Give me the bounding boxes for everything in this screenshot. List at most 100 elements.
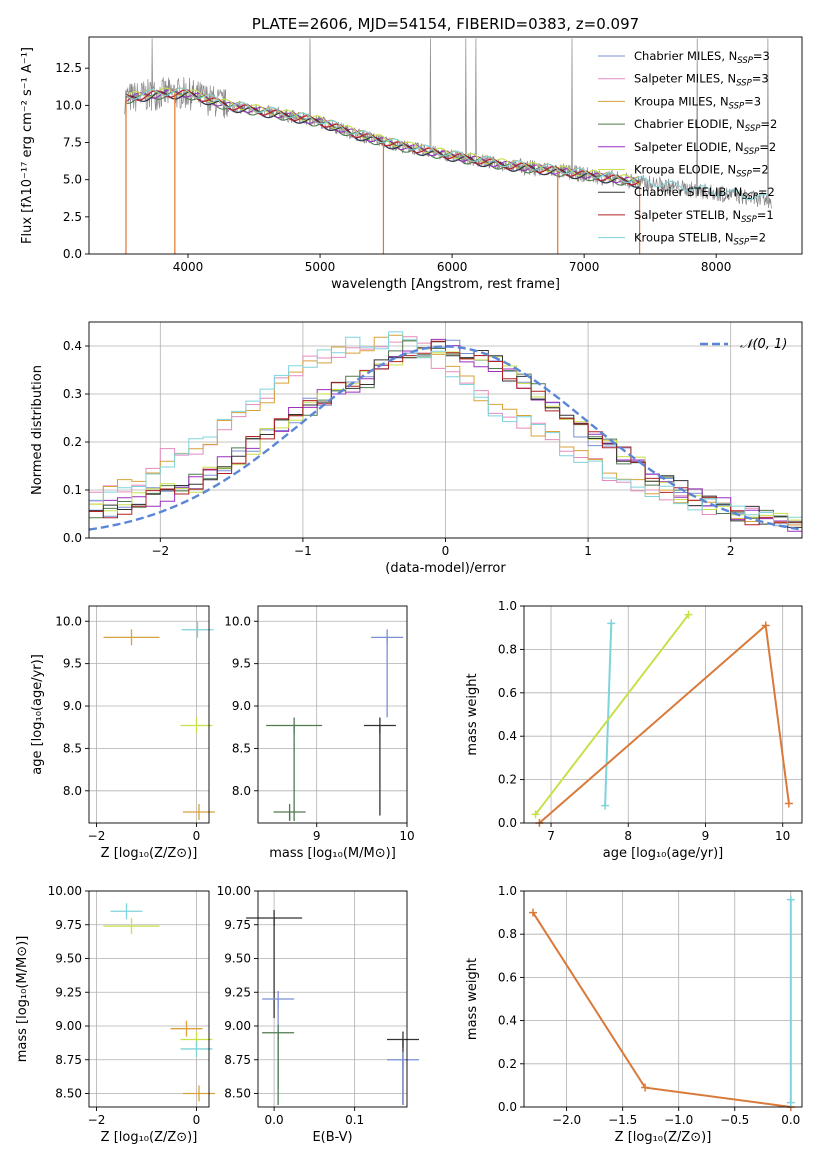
- x-tick-label: 0.0: [781, 1113, 800, 1127]
- y-tick-label: 10.0: [55, 98, 82, 112]
- y-tick-label: 10.00: [217, 884, 251, 898]
- weight-marker-1-1: [684, 610, 693, 619]
- chart-title: PLATE=2606, MJD=54154, FIBERID=0383, z=0…: [252, 15, 639, 33]
- y-tick-label: 9.25: [224, 985, 251, 999]
- y-tick-label: 0.6: [498, 970, 517, 984]
- axes-frame: [523, 605, 803, 824]
- y-tick-label: 8.50: [55, 1087, 82, 1101]
- weight-line-0: [532, 912, 791, 1108]
- x-axis-label: wavelength [Angstrom, rest frame]: [331, 277, 560, 292]
- y-tick-label: 12.5: [55, 61, 82, 75]
- legend-entry-0: Chabrier MILES, NSSP=3: [634, 49, 770, 66]
- legend-entry-7: Salpeter STELIB, NSSP=1: [634, 208, 774, 225]
- weight-marker-1-1: [786, 895, 795, 904]
- legend-entry-4: Salpeter ELODIE, NSSP=2: [634, 140, 776, 157]
- y-tick-label: 0.8: [498, 927, 517, 941]
- x-tick-label: 0.0: [265, 1113, 284, 1127]
- y-axis-label: Normed distribution: [30, 365, 45, 495]
- y-tick-label: 0.4: [498, 1014, 517, 1028]
- x-tick-label: 9: [313, 829, 321, 843]
- axes-frame: [257, 605, 408, 824]
- y-tick-label: 10.0: [224, 614, 251, 628]
- y-tick-label: 9.50: [224, 952, 251, 966]
- y-tick-label: 0.1: [63, 483, 82, 497]
- legend-entry-3: Chabrier ELODIE, NSSP=2: [634, 117, 777, 134]
- axes-frame: [523, 890, 803, 1108]
- y-tick-label: 0.4: [63, 339, 82, 353]
- x-tick-label: 0: [193, 829, 201, 843]
- x-tick-label: 8000: [701, 260, 732, 274]
- y-tick-label: 9.5: [63, 657, 82, 671]
- x-tick-label: −1: [294, 544, 312, 558]
- y-tick-label: 8.5: [232, 741, 251, 755]
- x-tick-label: 2: [727, 544, 735, 558]
- y-tick-label: 2.5: [63, 210, 82, 224]
- y-tick-label: 7.5: [63, 136, 82, 150]
- residual-plot-area: [89, 331, 802, 532]
- y-tick-label: 8.0: [232, 784, 251, 798]
- x-tick-label: −2.0: [552, 1113, 581, 1127]
- weight-line-1: [534, 614, 690, 815]
- x-axis-label: Z [log₁₀(Z/Z⊙)]: [101, 1130, 198, 1145]
- x-tick-label: 6000: [437, 260, 468, 274]
- axes-frame: [257, 890, 408, 1108]
- weight-marker-2-1: [761, 621, 770, 630]
- y-tick-label: 0.6: [498, 686, 517, 700]
- y-tick-label: 0.0: [498, 816, 517, 830]
- weight-marker-0-1: [641, 1083, 650, 1092]
- x-axis-label: (data-model)/error: [385, 561, 506, 576]
- x-axis-label: Z [log₁₀(Z/Z⊙)]: [101, 846, 198, 861]
- axes-frame: [88, 321, 803, 539]
- x-tick-label: −0.5: [720, 1113, 749, 1127]
- weight-marker-1-0: [531, 810, 540, 819]
- spectrum-plot-area: [124, 38, 772, 254]
- y-tick-label: 0.4: [498, 729, 517, 743]
- y-tick-label: 9.00: [55, 1019, 82, 1033]
- weight-marker-0-0: [528, 908, 537, 917]
- y-tick-label: 9.00: [224, 1019, 251, 1033]
- x-tick-label: −1.5: [608, 1113, 637, 1127]
- y-tick-label: 8.5: [63, 741, 82, 755]
- y-tick-label: 9.5: [232, 657, 251, 671]
- x-tick-label: 8: [624, 829, 632, 843]
- axes-frame: [88, 890, 210, 1108]
- y-axis-label: mass weight: [465, 673, 480, 755]
- y-tick-label: 10.0: [55, 614, 82, 628]
- y-tick-label: 0.2: [498, 1057, 517, 1071]
- y-tick-label: 9.75: [55, 918, 82, 932]
- weight-marker-1-0: [786, 1098, 795, 1107]
- x-tick-label: −2: [88, 829, 106, 843]
- y-tick-label: 8.0: [63, 784, 82, 798]
- x-tick-label: 10: [399, 829, 414, 843]
- model-spectrum-8: [125, 87, 768, 201]
- legend-entry-normal: 𝒩(0, 1): [740, 337, 787, 352]
- y-axis-label: age [log₁₀(age/yr)]: [30, 654, 45, 775]
- x-tick-label: −2: [88, 1113, 106, 1127]
- legend-entry-8: Kroupa STELIB, NSSP=2: [634, 231, 766, 248]
- normal-reference-curve: [89, 345, 802, 531]
- legend-entry-5: Kroupa ELODIE, NSSP=2: [634, 163, 769, 180]
- y-tick-label: 5.0: [63, 173, 82, 187]
- weight-marker-2-2: [784, 799, 793, 808]
- x-axis-label: Z [log₁₀(Z/Z⊙)]: [615, 1130, 712, 1145]
- y-tick-label: 8.50: [224, 1087, 251, 1101]
- x-tick-label: 9: [702, 829, 710, 843]
- weight-line-0: [604, 623, 613, 806]
- y-tick-label: 0.8: [498, 642, 517, 656]
- y-tick-label: 10.00: [48, 884, 82, 898]
- weight-marker-0-1: [607, 619, 616, 628]
- y-tick-label: 0.0: [498, 1100, 517, 1114]
- x-tick-label: 7: [547, 829, 555, 843]
- legend-entry-2: Kroupa MILES, NSSP=3: [634, 94, 761, 111]
- axes-frame: [88, 605, 210, 824]
- weight-line-2: [538, 623, 790, 824]
- x-axis-label: E(B-V): [312, 1130, 352, 1145]
- y-axis-label: Flux [fλ10⁻¹⁷ erg cm⁻² s⁻¹ A⁻¹]: [20, 47, 35, 244]
- x-tick-label: 4000: [173, 260, 204, 274]
- x-tick-label: −1.0: [664, 1113, 693, 1127]
- x-tick-label: 0: [193, 1113, 201, 1127]
- x-axis-label: age [log₁₀(age/yr)]: [603, 846, 724, 861]
- y-tick-label: 0.2: [498, 773, 517, 787]
- x-tick-label: 10: [775, 829, 790, 843]
